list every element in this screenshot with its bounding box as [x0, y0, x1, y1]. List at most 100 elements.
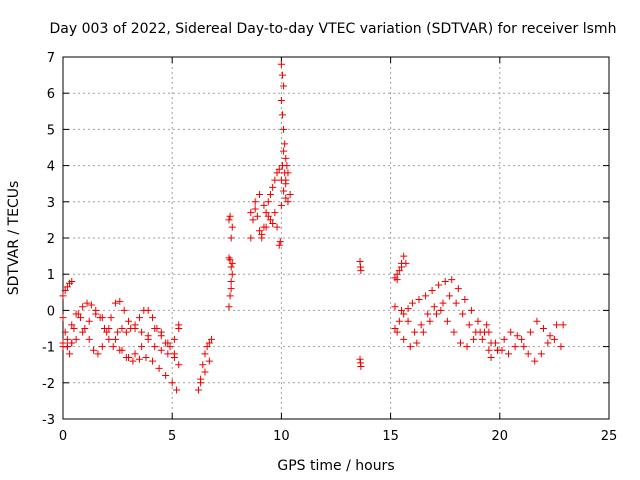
- data-point: [116, 297, 124, 305]
- data-point: [454, 285, 462, 293]
- data-point: [518, 335, 526, 343]
- data-point: [559, 321, 567, 329]
- data-point: [539, 325, 547, 332]
- data-point: [450, 328, 458, 336]
- data-point: [63, 283, 71, 291]
- data-point: [125, 353, 133, 361]
- data-point: [249, 216, 257, 224]
- y-tick-label: 3: [47, 196, 55, 211]
- data-point: [227, 234, 235, 242]
- data-point: [61, 286, 69, 294]
- y-tick-label: 6: [47, 87, 55, 102]
- data-point: [507, 328, 515, 336]
- data-point: [402, 259, 410, 267]
- data-point: [271, 209, 279, 217]
- series-sat-track-d: [114, 306, 183, 351]
- data-point: [142, 353, 150, 361]
- data-point: [118, 346, 126, 354]
- data-point: [275, 241, 283, 249]
- data-point: [83, 299, 91, 307]
- data-point: [439, 299, 447, 307]
- data-point: [175, 321, 183, 329]
- data-point: [92, 310, 100, 318]
- series-sat-track-j: [275, 60, 291, 249]
- data-point: [278, 111, 286, 119]
- data-point: [103, 328, 111, 336]
- data-point: [170, 335, 178, 343]
- data-point: [135, 355, 143, 363]
- series-sat-track-g: [225, 212, 236, 311]
- data-point: [157, 332, 165, 340]
- data-point: [109, 343, 117, 351]
- data-point: [114, 328, 122, 336]
- data-point: [537, 350, 545, 358]
- data-point: [398, 263, 406, 271]
- data-point: [225, 254, 233, 262]
- y-tick-label: -3: [42, 413, 55, 428]
- data-point: [226, 212, 234, 220]
- data-point: [81, 325, 89, 332]
- data-point: [524, 350, 532, 358]
- data-point: [175, 361, 183, 369]
- data-point: [59, 292, 67, 300]
- data-point: [125, 317, 133, 325]
- data-point: [135, 314, 143, 322]
- data-point: [432, 310, 440, 318]
- data-point: [199, 361, 207, 369]
- data-point: [461, 296, 469, 304]
- data-point: [443, 317, 451, 325]
- data-point: [487, 353, 495, 361]
- data-point: [66, 350, 74, 358]
- data-point: [456, 339, 464, 347]
- data-point: [203, 343, 211, 351]
- data-point: [262, 223, 270, 231]
- data-point: [61, 328, 69, 336]
- data-point: [273, 169, 281, 177]
- data-point: [87, 301, 95, 309]
- data-point: [494, 346, 502, 354]
- data-point: [546, 332, 554, 340]
- data-point: [357, 363, 365, 371]
- data-point: [226, 256, 234, 264]
- data-point: [280, 82, 288, 90]
- data-point: [276, 238, 284, 246]
- series-sat-track-b: [59, 297, 183, 369]
- data-point: [79, 328, 87, 336]
- data-point: [264, 212, 272, 220]
- data-point: [424, 310, 432, 318]
- data-point: [256, 191, 264, 199]
- data-point: [256, 227, 264, 235]
- series-sat-track-i: [247, 169, 292, 238]
- data-point: [149, 314, 157, 322]
- data-point: [226, 292, 234, 300]
- data-point: [520, 343, 528, 351]
- series-sat-track-p: [485, 328, 565, 365]
- series-sat-track-c: [59, 310, 183, 361]
- data-point: [251, 198, 259, 206]
- x-tick-label: 10: [273, 429, 290, 444]
- data-point: [59, 314, 67, 322]
- series-sat-track-k: [356, 258, 365, 371]
- data-point: [448, 276, 456, 284]
- series-sat-track-o: [393, 292, 493, 354]
- data-point: [79, 303, 87, 311]
- data-point: [430, 303, 438, 311]
- data-point: [391, 303, 399, 311]
- y-tick-label: 4: [47, 160, 55, 175]
- data-point: [269, 220, 277, 228]
- data-point: [531, 357, 539, 365]
- data-point: [513, 332, 521, 340]
- data-point: [157, 346, 165, 354]
- data-point: [68, 321, 76, 329]
- data-point: [467, 306, 475, 314]
- data-point: [228, 270, 236, 278]
- data-point: [151, 343, 159, 351]
- data-point: [247, 234, 255, 242]
- data-point: [393, 276, 401, 284]
- data-point: [251, 205, 259, 213]
- data-point: [280, 147, 288, 155]
- data-point: [166, 343, 174, 351]
- data-point: [415, 296, 423, 304]
- data-point: [98, 314, 106, 322]
